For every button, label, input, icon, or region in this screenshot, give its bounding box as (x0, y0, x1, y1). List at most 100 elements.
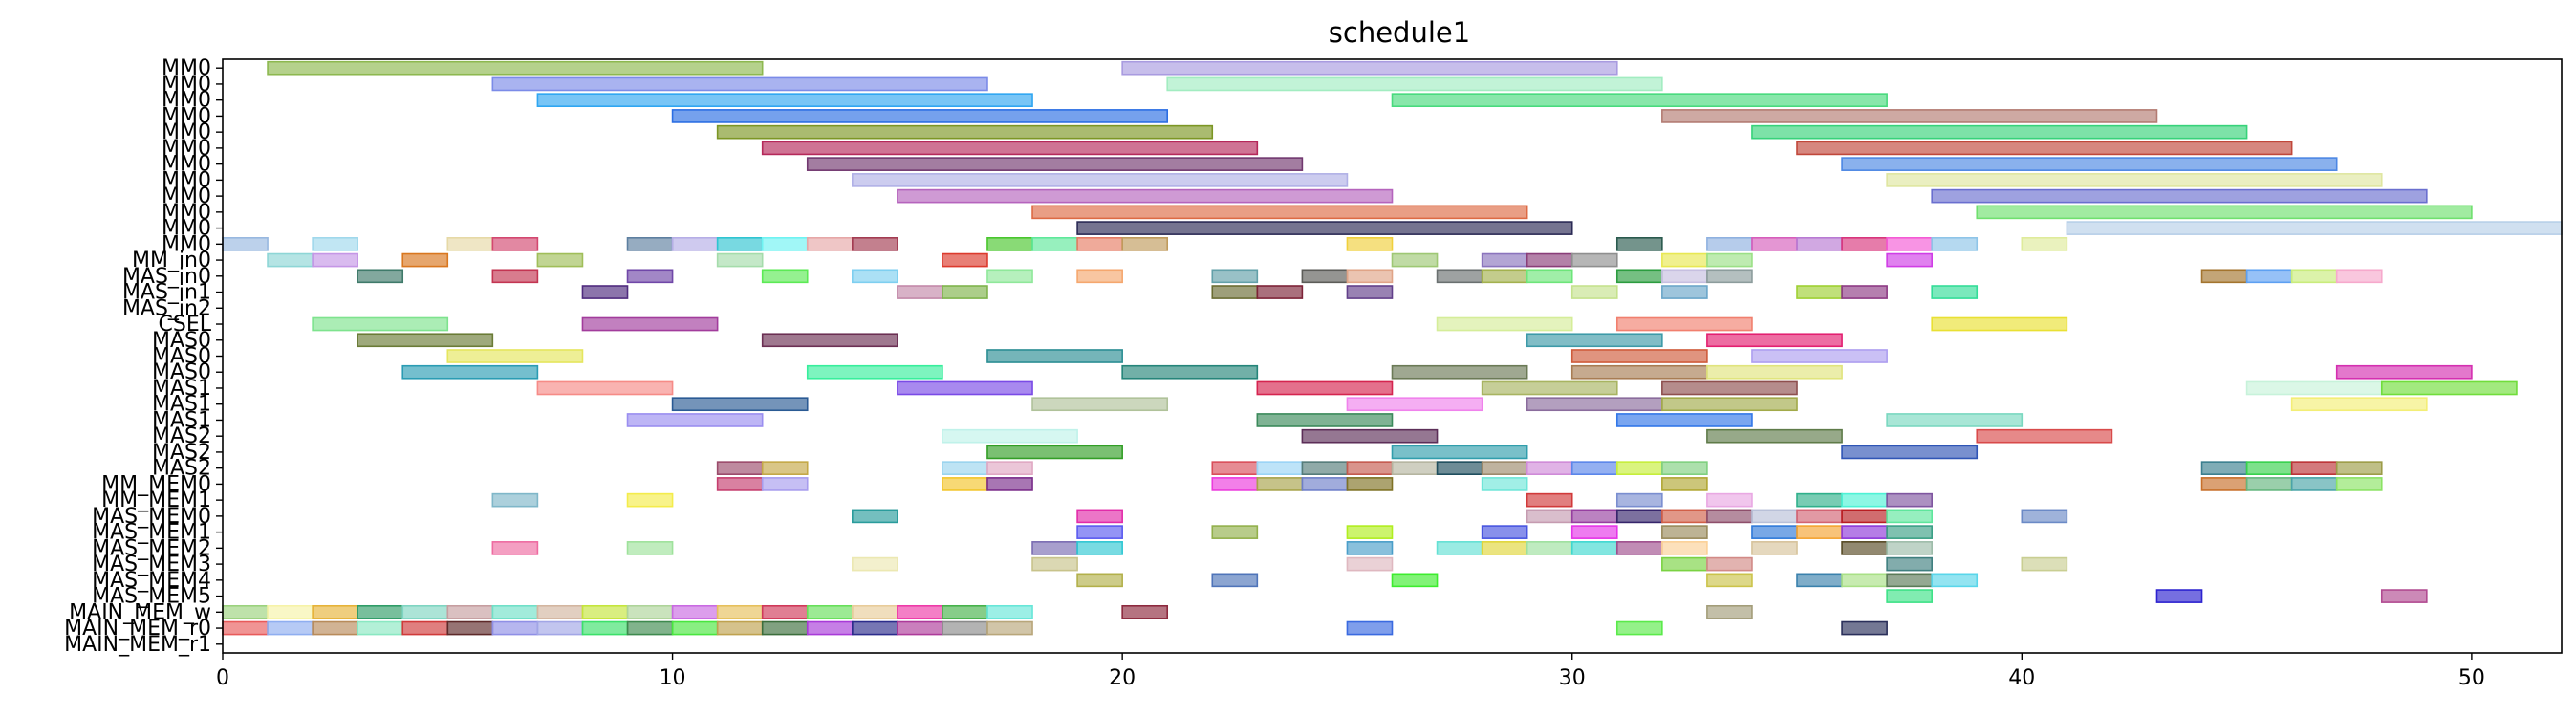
task-bar (986, 445, 1123, 460)
task-bar (581, 285, 629, 299)
task-bar (1661, 285, 1708, 299)
task-bar (1256, 477, 1304, 491)
y-tick-label: MM0 (162, 73, 211, 97)
task-bar (1076, 573, 1123, 588)
task-bar (1570, 509, 1618, 524)
x-tick-label: 50 (2458, 666, 2485, 690)
task-bar (1706, 509, 1753, 524)
task-bar (806, 237, 854, 251)
task-bar (942, 477, 988, 491)
task-bar (1391, 445, 1528, 460)
y-tick-label: MM0 (162, 120, 211, 144)
task-bar (671, 109, 1169, 123)
task-bar (1031, 556, 1078, 572)
task-bar (581, 316, 719, 332)
task-bar (716, 124, 1214, 140)
task-bar (852, 509, 898, 524)
task-bar (491, 604, 539, 619)
task-bar (1526, 333, 1663, 348)
task-bar (1706, 252, 1753, 268)
task-bar (2335, 269, 2383, 284)
task-bar (1886, 541, 1933, 555)
task-bar (357, 269, 404, 284)
task-bar (1436, 269, 1483, 284)
task-bar (267, 252, 314, 268)
task-bar (1931, 285, 1979, 299)
task-bar (2245, 380, 2383, 396)
y-tick-label: MAS2 (152, 424, 211, 448)
task-bar (1346, 269, 1394, 284)
task-bar (1615, 541, 1663, 555)
task-bar (2021, 237, 2068, 251)
x-tick-label: 40 (2008, 666, 2035, 690)
task-bar (491, 492, 539, 508)
task-bar (897, 285, 943, 299)
task-bar (942, 604, 988, 619)
y-tick-label: MM0 (162, 153, 211, 177)
task-bar (1301, 461, 1349, 475)
task-bar (942, 620, 988, 636)
task-bar (1436, 316, 1573, 332)
task-bar (1031, 237, 1078, 251)
y-tick-label: MM0 (162, 137, 211, 161)
task-bar (986, 237, 1033, 251)
task-bar (1931, 237, 1979, 251)
y-tick-label: MAS1 (152, 377, 211, 401)
task-bar (986, 349, 1123, 363)
y-tick-label: MAS_in1 (122, 281, 211, 305)
task-bar (1570, 285, 1618, 299)
task-bar (2290, 477, 2338, 491)
task-bar (1346, 477, 1394, 491)
task-bar (1436, 541, 1483, 555)
task-bar (581, 620, 629, 636)
task-bar (1301, 428, 1439, 444)
task-bar (897, 620, 943, 636)
task-bar (2155, 589, 2203, 603)
task-bar (1211, 525, 1259, 539)
task-bar (491, 76, 988, 92)
y-tick-label: MAS2 (152, 441, 211, 465)
task-bar (1526, 397, 1663, 412)
task-bar (1570, 364, 1708, 380)
task-bar (1076, 221, 1573, 235)
task-bar (1391, 461, 1439, 475)
task-bar (761, 461, 809, 475)
task-bar (1121, 60, 1618, 76)
task-bar (1526, 541, 1573, 555)
task-bar (1256, 413, 1394, 427)
task-bar (761, 141, 1259, 156)
task-bar (1166, 76, 1663, 92)
task-bars (222, 60, 2563, 636)
task-bar (1751, 541, 1798, 555)
task-bar (1661, 109, 2158, 123)
y-axis-ticks: MM0MM0MM0MM0MM0MM0MM0MM0MM0MM0MM0MM0MM_i… (64, 56, 223, 657)
task-bar (446, 620, 494, 636)
task-bar (1886, 413, 2024, 427)
task-bar (1661, 509, 1708, 524)
y-tick-label: MAS0 (152, 345, 211, 369)
task-bar (1706, 333, 1843, 348)
task-bar (2335, 477, 2383, 491)
task-bar (942, 461, 988, 475)
task-bar (1886, 573, 1933, 588)
task-bar (1661, 525, 1708, 539)
task-bar (1886, 509, 1933, 524)
task-bar (1211, 573, 1259, 588)
task-bar (1481, 477, 1528, 491)
task-bar (897, 188, 1394, 204)
task-bar (536, 380, 674, 396)
task-bar (1706, 556, 1753, 572)
task-bar (806, 157, 1304, 171)
task-bar (671, 237, 719, 251)
task-bar (1796, 525, 1843, 539)
task-bar (716, 620, 764, 636)
task-bar (1661, 556, 1708, 572)
task-bar (2200, 477, 2248, 491)
task-bar (1706, 604, 1753, 619)
task-bar (1615, 237, 1663, 251)
y-tick-label: MAIN_MEM_r0 (64, 617, 211, 641)
y-tick-label: MAS_MEM3 (92, 553, 211, 576)
task-bar (626, 237, 674, 251)
task-bar (761, 237, 809, 251)
